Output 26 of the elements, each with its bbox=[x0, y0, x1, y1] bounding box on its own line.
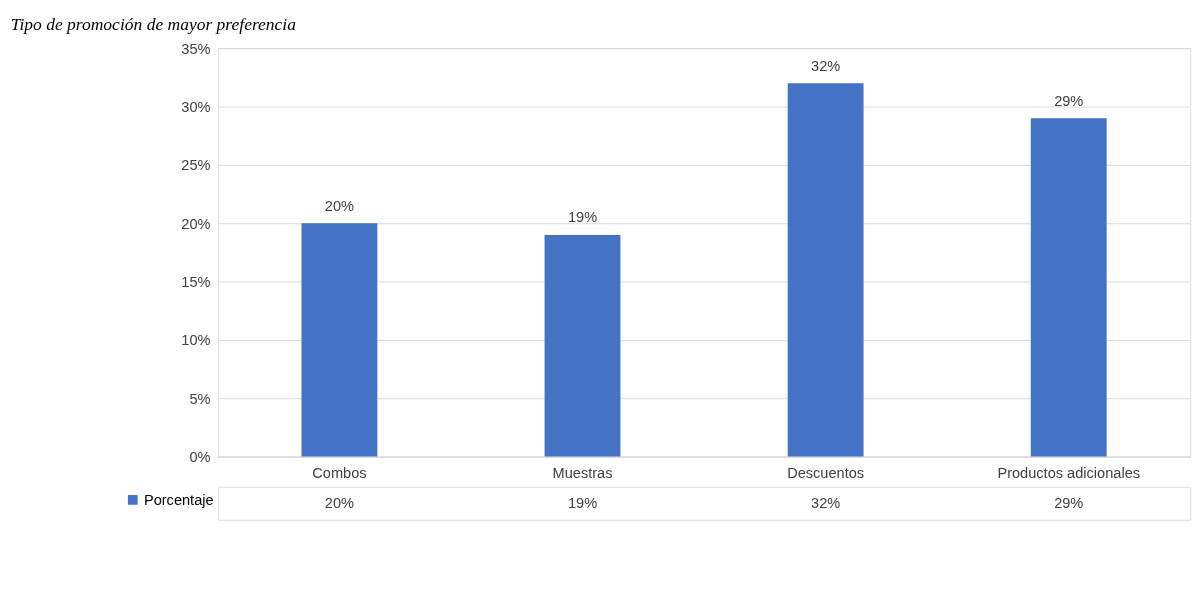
x-tick-label: Productos adicionales bbox=[997, 465, 1141, 482]
legend-label: Porcentaje bbox=[143, 491, 214, 508]
x-tick-label: Muestras bbox=[552, 465, 613, 482]
y-tick-label: 10% bbox=[181, 332, 211, 349]
y-tick-label: 20% bbox=[181, 215, 211, 232]
bar bbox=[787, 83, 864, 457]
data-label: 32% bbox=[811, 495, 841, 512]
y-tick-label: 15% bbox=[181, 273, 211, 290]
y-tick-label: 0% bbox=[189, 448, 211, 465]
chart-title: Tipo de promoción de mayor preferencia bbox=[10, 13, 297, 34]
y-tick-label: 30% bbox=[181, 98, 211, 115]
x-tick-label: Descuentos bbox=[787, 465, 865, 482]
text: 19% bbox=[567, 209, 598, 226]
data-label: 20% bbox=[324, 495, 355, 512]
bar bbox=[1030, 118, 1107, 457]
bar bbox=[544, 234, 621, 457]
y-tick-label: 35% bbox=[181, 40, 211, 57]
text: 20% bbox=[324, 197, 354, 214]
text: 29% bbox=[1054, 92, 1084, 109]
text: 32% bbox=[811, 57, 841, 74]
y-tick-label: 25% bbox=[181, 157, 211, 174]
data-label: 29% bbox=[1054, 495, 1084, 512]
y-tick-label: 5% bbox=[189, 390, 211, 407]
bar bbox=[301, 223, 378, 457]
data-label: 19% bbox=[567, 495, 598, 512]
x-tick-label: Combos bbox=[312, 465, 367, 482]
